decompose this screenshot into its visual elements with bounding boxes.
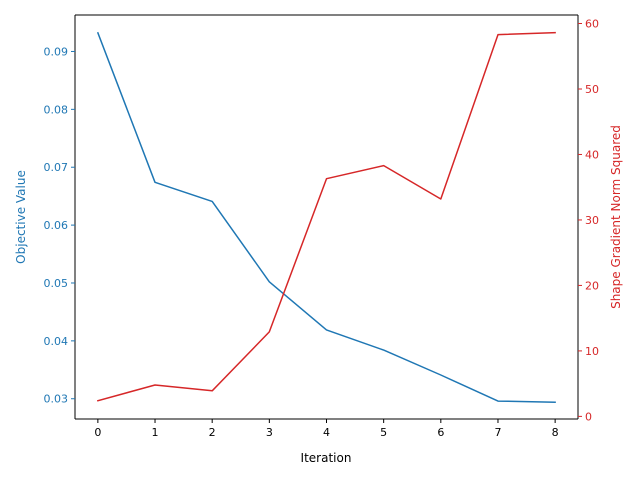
x-axis-label: Iteration: [301, 451, 352, 465]
right-y-tick-label: 60: [585, 18, 599, 31]
left-y-tick-label: 0.06: [44, 219, 69, 232]
objective-value-line: [96, 31, 556, 403]
gradient-norm-line: [96, 31, 556, 402]
right-y-axis-label: Shape Gradient Norm Squared: [609, 125, 623, 309]
x-tick-label: 6: [437, 426, 444, 439]
left-y-tick-label: 0.05: [44, 277, 69, 290]
x-tick-label: 4: [323, 426, 330, 439]
series-layer: [96, 31, 556, 403]
left-y-tick-label: 0.03: [44, 393, 69, 406]
right-y-tick-label: 20: [585, 279, 599, 292]
left-y-tick-label: 0.09: [44, 45, 69, 58]
ticks-layer: 0 1 2 3 4 5 6 7 8 0.03 0.04 0.05 0.06 0.07 0.08 0.09 0 10…: [44, 18, 600, 439]
x-tick-label: 1: [152, 426, 159, 439]
right-y-tick-label: 0: [585, 410, 592, 423]
right-y-tick-label: 50: [585, 83, 599, 96]
right-y-tick-label: 40: [585, 148, 599, 161]
right-y-tick-label: 30: [585, 214, 599, 227]
x-tick-label: 8: [552, 426, 559, 439]
x-tick-label: 0: [94, 426, 101, 439]
left-y-axis-label: Objective Value: [14, 170, 28, 264]
left-y-tick-label: 0.04: [44, 335, 69, 348]
left-y-tick-label: 0.07: [44, 161, 69, 174]
right-y-tick-label: 10: [585, 345, 599, 358]
x-tick-label: 2: [209, 426, 216, 439]
x-tick-label: 7: [494, 426, 501, 439]
left-y-tick-label: 0.08: [44, 103, 69, 116]
x-tick-label: 5: [380, 426, 387, 439]
x-tick-label: 3: [266, 426, 273, 439]
